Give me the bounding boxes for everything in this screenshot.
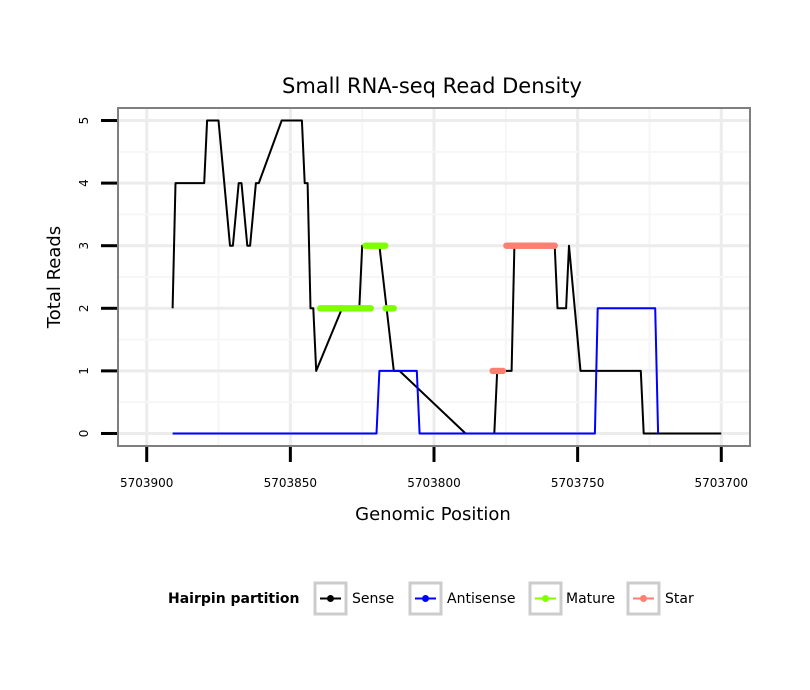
chart-title: Small RNA-seq Read Density bbox=[282, 74, 582, 98]
legend-key-point bbox=[640, 595, 647, 602]
data-point-mature bbox=[382, 305, 389, 312]
x-tick-label: 5703900 bbox=[120, 476, 173, 490]
series-line-antisense bbox=[172, 307, 660, 435]
y-tick-label: 3 bbox=[77, 242, 91, 250]
y-tick-label: 5 bbox=[77, 117, 91, 125]
y-tick-label: 2 bbox=[77, 304, 91, 312]
data-point-mature bbox=[317, 305, 324, 312]
y-tick-label: 1 bbox=[77, 367, 91, 375]
data-point-star bbox=[489, 367, 496, 375]
legend-label-star: Star bbox=[665, 591, 694, 607]
series-segment-star bbox=[503, 242, 558, 249]
legend-label-mature: Mature bbox=[566, 591, 615, 607]
legend-key-point bbox=[542, 595, 549, 602]
series-segment-mature bbox=[362, 242, 389, 249]
legend-title: Hairpin partition bbox=[168, 591, 299, 607]
legend-label-antisense: Antisense bbox=[447, 591, 516, 607]
y-axis: 0 1 2 3 4 5 bbox=[77, 117, 117, 438]
x-tick-label: 5703850 bbox=[264, 476, 317, 490]
legend-item-antisense: Antisense bbox=[408, 581, 516, 616]
x-tick-label: 5703800 bbox=[407, 476, 460, 490]
data-point-mature bbox=[362, 242, 369, 249]
series-segment-mature bbox=[382, 305, 397, 312]
y-axis-title: Total Reads bbox=[44, 226, 65, 329]
legend-key-point bbox=[422, 595, 429, 602]
series-segment-mature bbox=[317, 305, 374, 312]
plot-panel-border bbox=[117, 107, 751, 447]
x-axis-title: Genomic Position bbox=[355, 504, 511, 525]
y-tick-label: 0 bbox=[77, 430, 91, 438]
series-segment-star bbox=[489, 367, 507, 375]
grid bbox=[118, 108, 750, 446]
legend-item-mature: Mature bbox=[528, 581, 615, 616]
data-point-star bbox=[503, 242, 510, 249]
plot-series bbox=[171, 119, 722, 435]
legend: Hairpin partition Sense Antisense Mature St… bbox=[168, 581, 694, 616]
x-tick-label: 5703750 bbox=[551, 476, 604, 490]
x-tick-label: 5703700 bbox=[695, 476, 748, 490]
y-tick-label: 4 bbox=[77, 179, 91, 187]
legend-item-sense: Sense bbox=[313, 581, 394, 616]
x-axis: 5703900 5703850 5703800 5703750 5703700 bbox=[120, 447, 748, 490]
legend-key-point bbox=[327, 595, 334, 602]
legend-label-sense: Sense bbox=[352, 591, 394, 607]
legend-item-star: Star bbox=[626, 581, 694, 616]
